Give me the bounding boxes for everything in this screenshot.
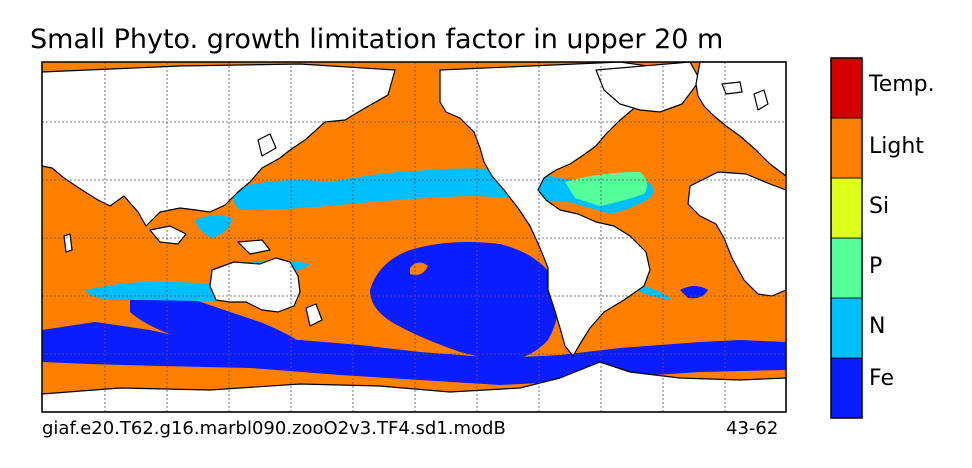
- colorbar-label-p: P: [869, 254, 883, 279]
- years-caption: 43-62: [726, 418, 779, 439]
- colorbar-label-si: Si: [869, 194, 890, 219]
- colorbar-segment-fe: [830, 357, 863, 419]
- colorbar-label-temp: Temp.: [869, 72, 935, 97]
- land-new-zealand: [305, 303, 323, 327]
- land-africa: [687, 171, 787, 297]
- fe-limited-island-orange: [410, 262, 428, 275]
- land-australia: [209, 257, 301, 313]
- land-america: [439, 61, 676, 357]
- colorbar-segment-si: [830, 177, 863, 239]
- map-gridlines: [42, 62, 786, 412]
- colorbar-label-light: Light: [869, 134, 924, 159]
- colorbar-frame: [830, 57, 863, 419]
- land-madagascar: [63, 233, 73, 253]
- colorbar-segment-p: [830, 237, 863, 299]
- run-name-caption: giaf.e20.T62.g16.marbl090.zooO2v3.TF4.sd…: [42, 418, 506, 439]
- land-uk: [753, 89, 769, 111]
- colorbar-segment-n: [830, 297, 863, 359]
- colorbar-segment-temp: [830, 57, 863, 119]
- colorbar: [830, 57, 863, 419]
- map-frame: [41, 61, 787, 413]
- colorbar-label-n: N: [869, 314, 886, 339]
- colorbar-segment-light: [830, 117, 863, 179]
- land-japan: [257, 133, 277, 157]
- land-asia: [41, 63, 396, 227]
- p-limited-region: [565, 172, 648, 206]
- land-new-guinea: [237, 239, 271, 255]
- map-title: Small Phyto. growth limitation factor in…: [30, 24, 724, 55]
- land-masses: [41, 61, 787, 413]
- map-panel: [41, 61, 787, 413]
- land-greenland: [595, 61, 701, 113]
- colorbar-label-fe: Fe: [869, 366, 894, 391]
